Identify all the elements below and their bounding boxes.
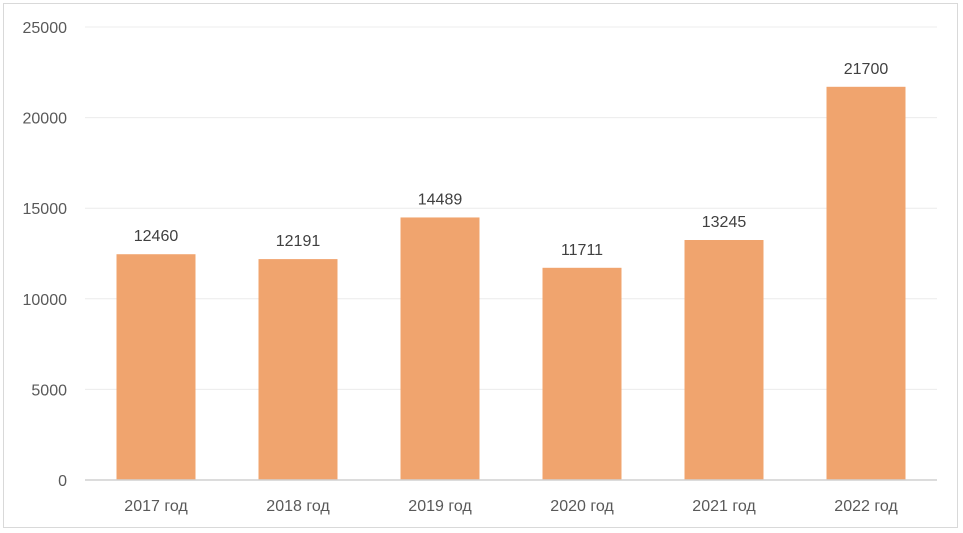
x-tick-label: 2022 год (834, 498, 898, 515)
data-label: 13245 (702, 214, 747, 231)
x-axis-tick-labels: 2017 год 2018 год 2019 год 2020 год 2021 год… (124, 498, 898, 515)
x-tick-label: 2018 год (266, 498, 330, 515)
y-tick-label: 15000 (23, 201, 68, 218)
bar (258, 259, 338, 480)
x-tick-label: 2019 год (408, 498, 472, 515)
y-axis-tick-labels: 0 5000 10000 15000 20000 25000 (23, 20, 68, 490)
y-tick-label: 25000 (23, 20, 68, 37)
x-tick-label: 2017 год (124, 498, 188, 515)
bar (542, 267, 622, 480)
bar (400, 217, 480, 480)
bar (684, 240, 764, 480)
y-tick-label: 0 (58, 473, 67, 490)
data-label: 12191 (276, 233, 321, 250)
y-tick-label: 5000 (31, 382, 67, 399)
x-tick-label: 2021 год (692, 498, 756, 515)
data-label: 14489 (418, 191, 463, 208)
x-tick-label: 2020 год (550, 498, 614, 515)
y-tick-label: 20000 (23, 111, 68, 128)
data-label: 21700 (844, 61, 889, 78)
y-tick-label: 10000 (23, 292, 68, 309)
bar (116, 254, 196, 480)
data-label: 11711 (561, 242, 603, 259)
bar (826, 86, 906, 481)
data-label: 12460 (134, 228, 179, 245)
gridlines (85, 26, 937, 390)
bars (116, 86, 906, 481)
data-labels: 12460 12191 14489 11711 13245 21700 (134, 61, 889, 259)
